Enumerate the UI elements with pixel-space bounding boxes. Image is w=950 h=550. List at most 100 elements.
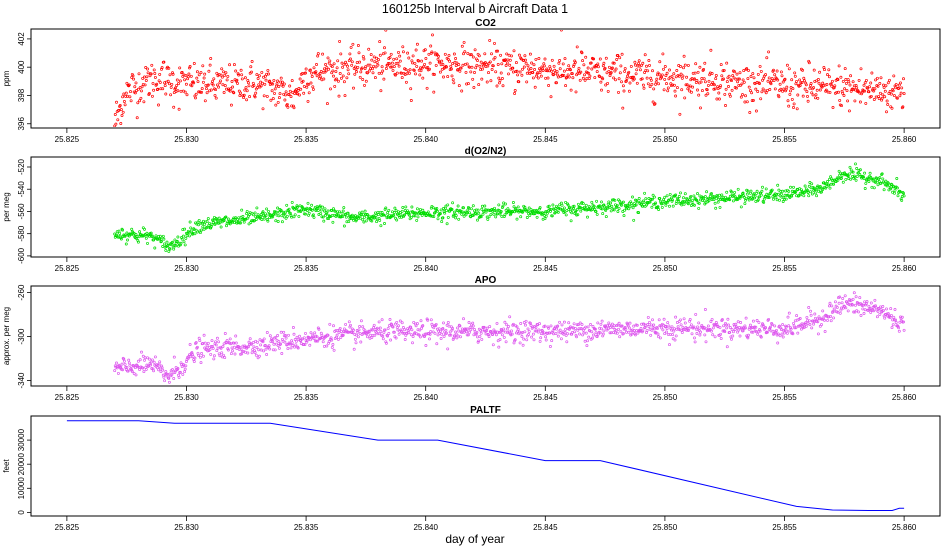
- data-point: [231, 349, 235, 353]
- data-point: [197, 223, 201, 227]
- data-point: [702, 199, 706, 203]
- data-point: [893, 308, 897, 311]
- data-point: [852, 84, 856, 88]
- data-point: [719, 337, 723, 340]
- data-point: [285, 203, 289, 207]
- data-point: [215, 336, 219, 340]
- data-point: [343, 213, 347, 217]
- x-tick-label: 25.840: [413, 523, 438, 532]
- data-point: [744, 316, 748, 320]
- data-point: [347, 320, 351, 324]
- data-point: [666, 89, 670, 93]
- data-point: [254, 218, 258, 221]
- data-point: [694, 327, 698, 331]
- data-point: [844, 81, 848, 85]
- data-point: [737, 328, 741, 332]
- data-point: [601, 332, 605, 336]
- data-point: [441, 326, 445, 330]
- data-point: [445, 65, 448, 69]
- data-point: [212, 218, 216, 222]
- data-point: [302, 91, 306, 95]
- data-point: [415, 64, 419, 68]
- data-point: [221, 345, 225, 349]
- data-point: [678, 112, 682, 116]
- data-point: [710, 192, 713, 196]
- data-point: [672, 72, 676, 76]
- data-point: [725, 61, 729, 65]
- data-point: [870, 71, 874, 75]
- data-point: [901, 105, 905, 109]
- data-point: [585, 344, 589, 348]
- data-point: [739, 95, 743, 99]
- data-point: [768, 88, 772, 91]
- data-point: [158, 234, 162, 238]
- data-point: [810, 91, 814, 95]
- data-point: [647, 59, 651, 62]
- data-point: [175, 83, 179, 87]
- data-point: [198, 90, 202, 94]
- data-point: [224, 71, 228, 75]
- data-point: [267, 209, 270, 213]
- data-point: [578, 332, 582, 336]
- data-point: [373, 76, 377, 80]
- data-point: [872, 98, 876, 101]
- data-point: [902, 191, 905, 195]
- data-point: [694, 62, 698, 66]
- data-point: [242, 96, 246, 100]
- data-point: [720, 74, 724, 78]
- data-point: [524, 319, 528, 323]
- data-point: [175, 78, 179, 82]
- data-point: [806, 99, 810, 103]
- data-point: [900, 198, 904, 202]
- data-point: [468, 330, 472, 334]
- data-point: [575, 45, 579, 49]
- data-point: [627, 330, 631, 334]
- data-point: [803, 184, 807, 188]
- data-point: [549, 95, 553, 99]
- data-point: [599, 80, 603, 84]
- data-point: [676, 198, 680, 202]
- data-point: [327, 67, 331, 71]
- data-point: [351, 42, 355, 46]
- data-point: [277, 96, 281, 100]
- data-point: [658, 60, 662, 64]
- data-point: [356, 44, 360, 47]
- data-point: [601, 77, 605, 81]
- data-point: [702, 325, 706, 329]
- data-point: [359, 319, 363, 323]
- data-point: [337, 330, 341, 334]
- data-point: [566, 73, 570, 77]
- data-point: [525, 216, 529, 219]
- data-point: [791, 87, 795, 91]
- data-point: [383, 222, 386, 225]
- data-point: [551, 203, 555, 207]
- data-point: [526, 64, 530, 68]
- data-point: [897, 329, 901, 333]
- data-point: [546, 325, 550, 329]
- data-point: [491, 343, 495, 347]
- data-point: [787, 324, 791, 328]
- data-point: [897, 83, 901, 87]
- data-point: [883, 95, 887, 99]
- data-point: [511, 322, 515, 326]
- data-point: [882, 188, 886, 192]
- data-point: [338, 210, 342, 214]
- data-point: [847, 80, 851, 84]
- data-point: [875, 315, 879, 319]
- data-point: [487, 215, 491, 219]
- data-point: [662, 67, 665, 71]
- data-point: [470, 65, 474, 69]
- data-point: [853, 99, 857, 103]
- data-point: [821, 309, 825, 313]
- data-point: [476, 335, 479, 339]
- data-point: [889, 92, 893, 96]
- data-point: [149, 363, 153, 367]
- data-point: [550, 339, 554, 343]
- data-point: [575, 323, 579, 327]
- data-point: [528, 72, 532, 76]
- data-point: [818, 317, 822, 321]
- data-point: [724, 321, 727, 325]
- data-point: [336, 337, 340, 341]
- data-point: [686, 63, 690, 67]
- data-point: [326, 333, 330, 337]
